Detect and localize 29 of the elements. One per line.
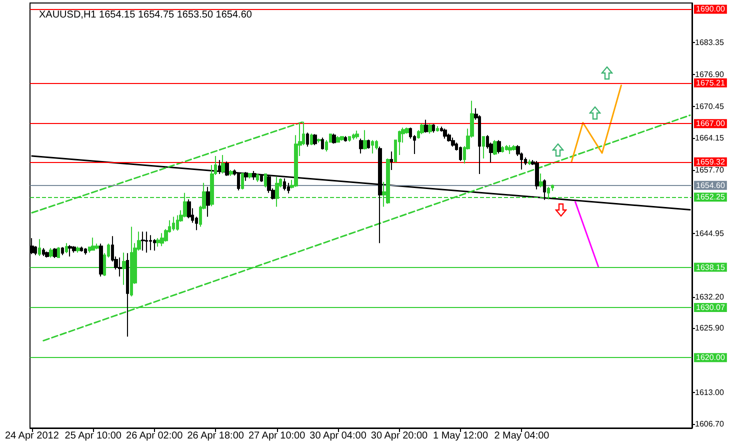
ref-line-label: 1630.07 [696, 302, 726, 312]
x-tick-label: 26 Apr 18:00 [187, 430, 244, 442]
ref-line-label: 1675.21 [696, 78, 726, 88]
y-tick-label: 1670.45 [695, 102, 724, 112]
x-tick-label: 24 Apr 2012 [4, 430, 60, 442]
y-tick-label: 1657.70 [695, 165, 724, 174]
y-tick-label: 1632.20 [695, 292, 724, 302]
x-tick-label: 26 Apr 02:00 [126, 430, 184, 442]
x-tick-label: 30 Apr 20:00 [370, 430, 428, 442]
ref-line-label: 1690.00 [696, 4, 726, 14]
x-tick-label: 2 May 04:00 [494, 430, 550, 442]
ref-line-label: 1659.32 [696, 157, 726, 166]
ref-line-label: 1654.60 [696, 180, 726, 190]
text: XAUUSD,H1 1654.15 1654.75 1653.50 1654.60 [39, 10, 252, 20]
y-tick-label: 1664.15 [695, 133, 724, 142]
ref-line-label: 1667.00 [696, 119, 726, 128]
y-tick-label: 1683.35 [695, 38, 724, 47]
y-tick-label: 1606.70 [695, 419, 724, 428]
y-tick-label: 1676.90 [695, 70, 724, 79]
x-tick-label: 1 May 12:00 [432, 430, 488, 442]
x-tick-label: 25 Apr 10:00 [64, 430, 122, 442]
x-tick-label: 27 Apr 10:00 [248, 430, 306, 442]
y-tick-label: 1644.95 [695, 228, 724, 238]
ref-line-label: 1638.15 [696, 262, 726, 272]
x-tick-label: 30 Apr 04:00 [310, 430, 367, 442]
y-tick-label: 1613.00 [695, 388, 724, 397]
ref-line-label: 1620.00 [696, 353, 726, 362]
ref-line-label: 1652.25 [696, 192, 726, 202]
y-tick-label: 1625.90 [695, 324, 724, 333]
